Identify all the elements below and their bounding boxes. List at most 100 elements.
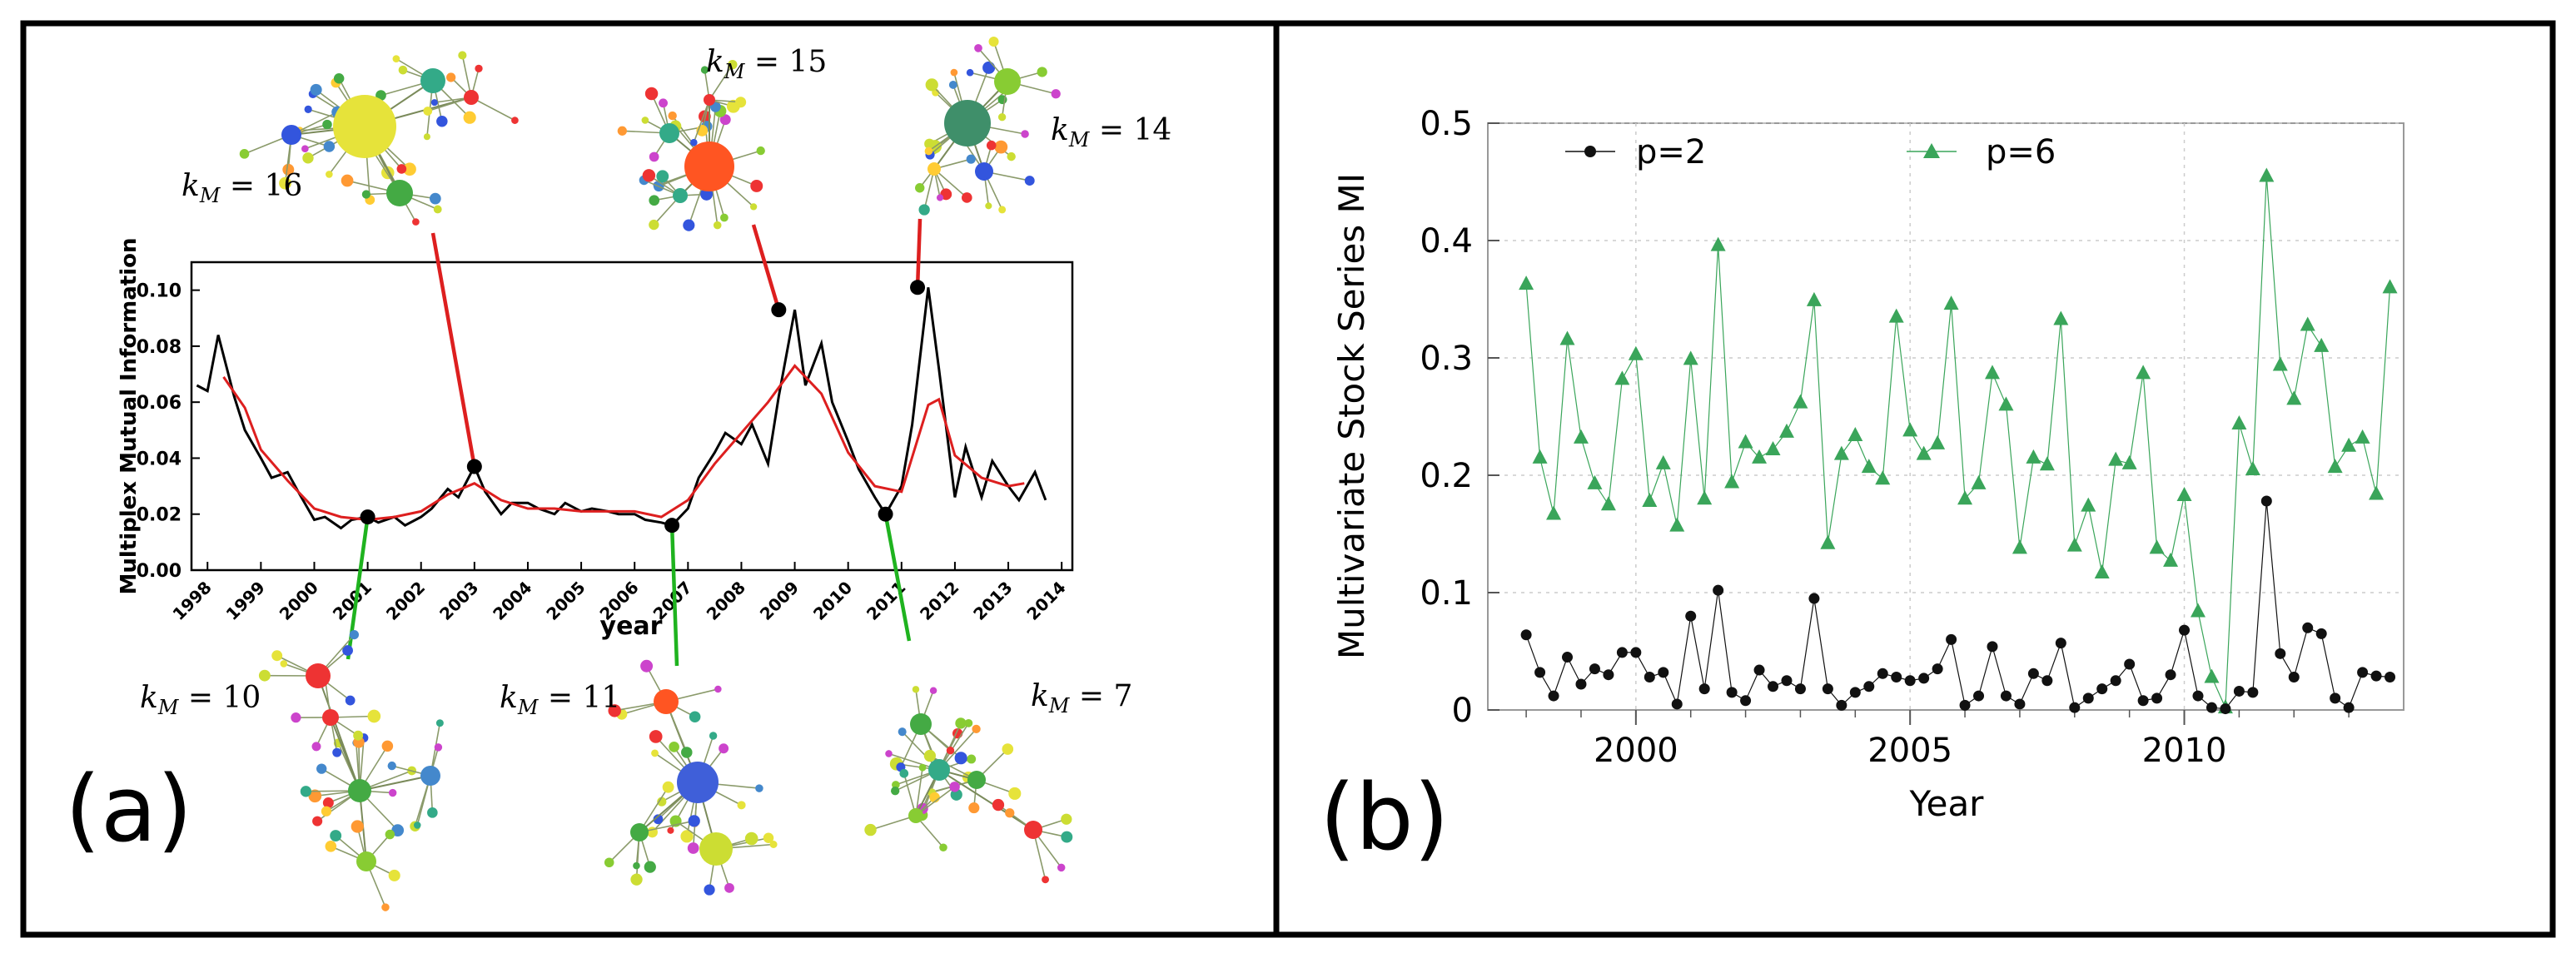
network-hub bbox=[1024, 821, 1042, 839]
panel-a-ylabel: Multiplex Mutual Information bbox=[117, 238, 142, 595]
b-point-p=6 bbox=[1669, 517, 1685, 532]
network-hub bbox=[386, 180, 413, 206]
network-hub bbox=[659, 123, 679, 143]
network-node bbox=[687, 842, 699, 854]
b-ytick-label: 0.3 bbox=[1420, 340, 1473, 378]
a-ytick-label: 0.08 bbox=[137, 337, 182, 358]
network-node bbox=[458, 51, 467, 60]
network-hub bbox=[420, 766, 440, 786]
network-hub bbox=[630, 823, 649, 841]
network-edge bbox=[933, 168, 967, 199]
network-edge bbox=[693, 99, 710, 143]
panel-b-label: (b) bbox=[1320, 764, 1450, 871]
a-link-line bbox=[883, 514, 912, 642]
legend-p2-marker bbox=[1584, 146, 1596, 157]
b-point-p=6 bbox=[1724, 474, 1740, 489]
network-node bbox=[649, 730, 663, 743]
network-node bbox=[388, 788, 397, 797]
b-point-p=2 bbox=[2275, 648, 2286, 659]
network-node bbox=[325, 841, 337, 852]
panel-b-legend: p=2 p=6 bbox=[1565, 133, 2056, 171]
a-xtick-label: 2013 bbox=[969, 578, 1016, 624]
b-point-p=6 bbox=[1875, 470, 1891, 485]
b-point-p=6 bbox=[2369, 485, 2385, 500]
network-node bbox=[948, 81, 957, 89]
a-xtick-label: 2012 bbox=[916, 578, 962, 624]
b-point-p=6 bbox=[1833, 445, 1849, 460]
b-point-p=2 bbox=[2357, 667, 2369, 678]
b-point-p=6 bbox=[1683, 350, 1698, 365]
network-node bbox=[412, 218, 420, 226]
network-node bbox=[986, 140, 997, 151]
b-point-p=2 bbox=[1603, 669, 1614, 681]
b-point-p=2 bbox=[2385, 672, 2396, 683]
a-xtick-label: 2000 bbox=[276, 578, 322, 624]
a-link-line bbox=[915, 218, 922, 288]
network-node bbox=[744, 831, 758, 846]
network-node bbox=[435, 719, 444, 727]
network-node bbox=[239, 149, 250, 159]
network-node bbox=[735, 97, 747, 108]
b-point-p=2 bbox=[2055, 638, 2066, 649]
b-point-p=6 bbox=[1614, 370, 1630, 385]
network-hub bbox=[908, 808, 923, 823]
network-node bbox=[345, 695, 356, 706]
network-node bbox=[1042, 876, 1050, 884]
network-node bbox=[280, 660, 288, 668]
network-node bbox=[271, 650, 283, 662]
network-node bbox=[915, 183, 925, 193]
a-ytick-label: 0.04 bbox=[137, 449, 182, 469]
network-node bbox=[962, 192, 972, 203]
network-hub bbox=[704, 94, 715, 106]
b-point-p=6 bbox=[1806, 291, 1822, 306]
b-point-p=2 bbox=[1849, 687, 1861, 698]
b-point-p=6 bbox=[1916, 445, 1932, 460]
network-node bbox=[1051, 89, 1061, 99]
network-node bbox=[651, 749, 659, 757]
network-node bbox=[391, 824, 405, 836]
b-point-p=6 bbox=[1655, 454, 1671, 469]
network-node bbox=[899, 768, 909, 778]
network-hub bbox=[322, 709, 339, 726]
network-node bbox=[291, 712, 301, 723]
network-hub bbox=[677, 762, 719, 803]
network-node bbox=[985, 202, 992, 210]
network-edge bbox=[427, 97, 472, 112]
b-point-p=2 bbox=[2206, 702, 2217, 713]
b-ytick-label: 0.5 bbox=[1420, 105, 1473, 143]
network-node bbox=[649, 151, 659, 162]
network-edge bbox=[923, 168, 935, 211]
network-node bbox=[430, 99, 438, 107]
network-node bbox=[912, 686, 920, 693]
b-point-p=2 bbox=[1932, 663, 1943, 675]
network-node bbox=[392, 55, 400, 62]
b-point-p=6 bbox=[2314, 337, 2330, 352]
network-node bbox=[630, 873, 643, 886]
network-node bbox=[413, 821, 421, 829]
network-hub bbox=[420, 68, 445, 93]
network-node bbox=[333, 72, 345, 84]
b-ytick-label: 0.2 bbox=[1420, 457, 1473, 495]
b-point-p=6 bbox=[2382, 279, 2398, 294]
a-highlight-point bbox=[910, 280, 926, 295]
network-node bbox=[949, 782, 960, 792]
network-node bbox=[433, 205, 442, 214]
b-point-p=6 bbox=[1519, 275, 1534, 290]
network-hub bbox=[910, 713, 932, 735]
network-node bbox=[427, 807, 438, 818]
network-node bbox=[669, 742, 679, 752]
b-xtick-label: 2000 bbox=[1594, 732, 1678, 770]
b-point-p=2 bbox=[2179, 624, 2191, 636]
b-point-p=6 bbox=[1546, 505, 1562, 520]
network-node bbox=[756, 146, 765, 156]
network-node bbox=[955, 717, 967, 729]
network-node bbox=[341, 174, 354, 187]
network-node bbox=[713, 221, 722, 230]
a-ytick-label: 0.10 bbox=[137, 281, 182, 302]
b-point-p=2 bbox=[2220, 703, 2231, 715]
network-edge bbox=[359, 775, 431, 792]
network-label-11: kM = 11 bbox=[500, 681, 620, 719]
b-point-p=2 bbox=[2192, 690, 2204, 702]
b-point-p=2 bbox=[2165, 669, 2176, 681]
b-point-p=2 bbox=[1877, 668, 1888, 679]
